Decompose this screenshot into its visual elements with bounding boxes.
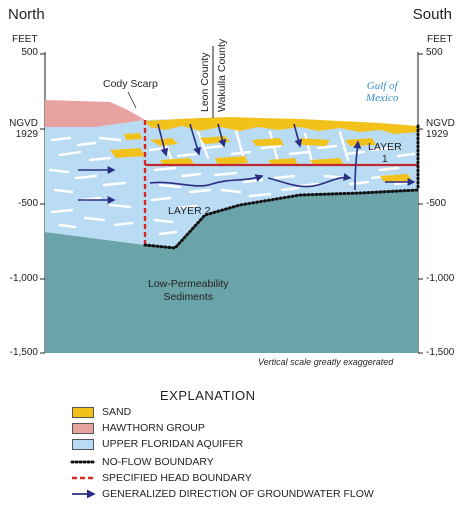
south-label: South (412, 6, 452, 23)
legend-sand-label: SAND (102, 406, 132, 418)
right-tick-neg500: -500 (426, 198, 447, 209)
legend-hawthorn: HAWTHORN GROUP (72, 421, 205, 435)
layer2-label: LAYER 2 (168, 205, 211, 217)
sand-swatch (72, 406, 94, 418)
aquifer-swatch (72, 438, 94, 450)
right-tick-500: 500 (426, 47, 443, 58)
right-tick-neg1000: -1,000 (426, 273, 455, 284)
hawthorn-swatch (72, 422, 94, 434)
explanation-title: EXPLANATION (160, 388, 256, 403)
left-tick-ngvd: NGVD 1929 (9, 118, 38, 140)
cody-scarp-label: Cody Scarp (103, 78, 158, 90)
left-unit-label: FEET (12, 34, 38, 45)
leon-county-label: Leon County (199, 52, 211, 112)
legend-flow: GENERALIZED DIRECTION OF GROUNDWATER FLO… (72, 487, 374, 501)
right-unit-label: FEET (427, 34, 453, 45)
hawthorn-group-area (45, 100, 145, 127)
right-tick-neg1500: -1,500 (426, 347, 455, 358)
legend-no-flow-label: NO-FLOW BOUNDARY (102, 456, 214, 468)
left-tick-neg500: -500 (17, 198, 38, 209)
no-flow-boundary-base (143, 188, 420, 250)
scale-note: Vertical scale greatly exaggerated (258, 357, 394, 367)
layer1-label: LAYER 1 (368, 141, 402, 165)
right-tick-ngvd: NGVD 1929 (426, 118, 455, 140)
low-permeability-label: Low-Permeability Sediments (148, 278, 229, 303)
left-tick-neg1500: -1,500 (9, 347, 38, 358)
legend-aquifer-label: UPPER FLORIDAN AQUIFER (102, 438, 244, 450)
cody-scarp-pointer (127, 91, 137, 109)
legend-flow-label: GENERALIZED DIRECTION OF GROUNDWATER FLO… (102, 488, 374, 500)
legend-head-boundary: SPECIFIED HEAD BOUNDARY (72, 471, 252, 485)
wakulla-county-label: Wakulla County (216, 38, 228, 112)
legend-no-flow: NO-FLOW BOUNDARY (72, 455, 214, 469)
low-permeability-sediments-area (45, 190, 418, 353)
left-tick-neg1000: -1,000 (9, 273, 38, 284)
gulf-of-mexico-label: Gulf of Mexico (366, 80, 399, 104)
legend-aquifer: UPPER FLORIDAN AQUIFER (72, 437, 243, 451)
legend-head-boundary-label: SPECIFIED HEAD BOUNDARY (102, 472, 252, 484)
flow-arrows (78, 123, 416, 204)
legend-hawthorn-label: HAWTHORN GROUP (102, 422, 205, 434)
sand-deposits (110, 117, 418, 182)
north-label: North (8, 6, 45, 23)
left-tick-500: 500 (21, 47, 38, 58)
legend-sand: SAND (72, 405, 131, 419)
